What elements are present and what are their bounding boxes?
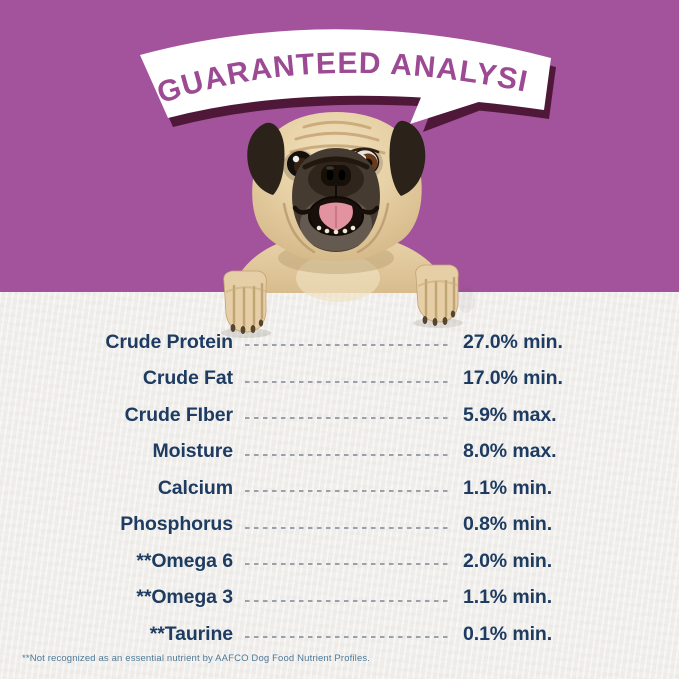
nutrient-value: 8.0% max.: [463, 440, 557, 463]
paper-analysis-section: [0, 292, 679, 679]
nutrient-value: 0.8% min.: [463, 513, 553, 536]
nutrient-label: Crude FIber: [124, 403, 233, 426]
nutrient-label: **Omega 6: [136, 549, 233, 572]
dotted-leader: [245, 636, 451, 639]
nutrient-label: Crude Protein: [105, 330, 233, 353]
analysis-row: Phosphorus 0.8% min.: [26, 507, 655, 544]
analysis-row: Crude Protein 27.0% min.: [26, 324, 655, 361]
nutrient-value: 1.1% min.: [463, 476, 553, 499]
nutrient-value: 17.0% min.: [463, 367, 563, 390]
nutrient-value: 2.0% min.: [463, 549, 553, 572]
nutrient-value: 5.9% max.: [463, 403, 557, 426]
analysis-row: **Omega 6 2.0% min.: [26, 543, 655, 580]
dotted-leader: [245, 599, 451, 602]
analysis-row: Calcium 1.1% min.: [26, 470, 655, 507]
dotted-leader: [245, 563, 451, 566]
nutrient-label: Phosphorus: [120, 513, 233, 536]
analysis-row: Moisture 8.0% max.: [26, 434, 655, 471]
nutrient-label: **Omega 3: [136, 586, 233, 609]
nutrient-label: **Taurine: [149, 622, 233, 645]
dotted-leader: [245, 526, 451, 529]
analysis-row: Crude Fat 17.0% min.: [26, 361, 655, 398]
nutrient-value: 27.0% min.: [463, 330, 563, 353]
dotted-leader: [245, 380, 451, 383]
nutrient-label: Crude Fat: [142, 367, 233, 390]
dotted-leader: [245, 453, 451, 456]
dotted-leader: [245, 490, 451, 493]
aafco-footnote: **Not recognized as an essential nutrien…: [22, 653, 371, 664]
guaranteed-analysis-table: Crude Protein 27.0% min. Crude Fat 17.0%…: [26, 324, 655, 653]
purple-header-section: [0, 0, 679, 292]
analysis-row: **Taurine 0.1% min.: [26, 616, 655, 653]
nutrient-label: Moisture: [152, 440, 234, 463]
analysis-row: Crude FIber 5.9% max.: [26, 397, 655, 434]
dotted-leader: [245, 344, 451, 347]
nutrient-label: Calcium: [157, 476, 233, 499]
nutrient-value: 1.1% min.: [463, 586, 553, 609]
dotted-leader: [245, 417, 451, 420]
analysis-row: **Omega 3 1.1% min.: [26, 580, 655, 617]
nutrient-value: 0.1% min.: [463, 622, 553, 645]
